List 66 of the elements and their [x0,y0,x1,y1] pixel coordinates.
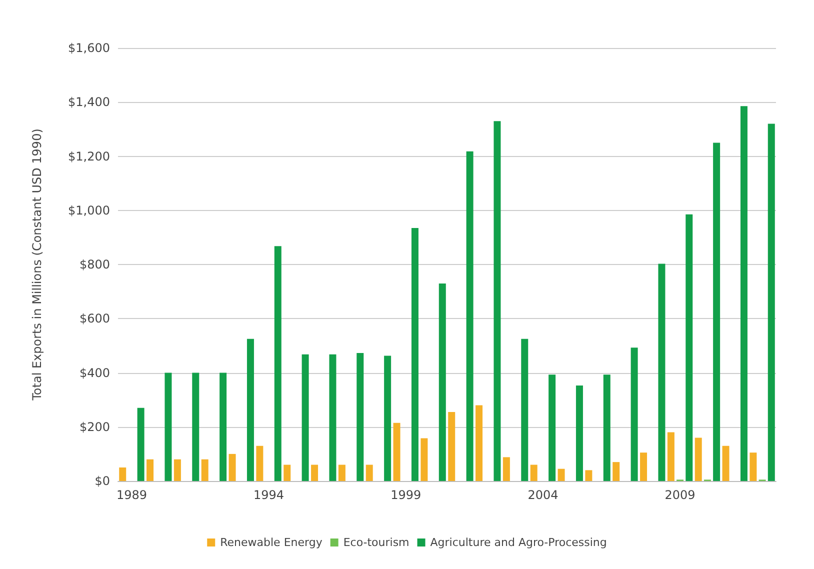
y-tick-label: $600 [79,312,110,326]
bar [228,454,236,481]
bar [220,372,227,481]
bar [284,464,291,481]
bar [530,464,538,481]
bar [658,264,666,481]
bar [585,470,592,481]
bar [366,464,373,481]
bar [502,457,510,481]
y-tick-label: $1,400 [68,95,110,110]
x-tick-label: 1994 [254,488,284,502]
bar [329,354,336,481]
bar [694,438,702,481]
bar [612,462,620,481]
bar [311,464,318,481]
bar [274,246,282,481]
y-tick-label: $0 [94,474,110,488]
bar [146,459,154,481]
y-tick-label: $400 [79,366,110,380]
bar [174,459,181,481]
bar [548,374,556,481]
y-tick-label: $200 [79,420,110,434]
legend-label: Eco-tourism [343,536,410,549]
y-tick-label: $1,600 [68,41,110,55]
y-axis-title: Total Exports in Millions (Constant USD 1990) [30,128,44,402]
bar [558,468,565,481]
bar [192,372,200,481]
bar [640,452,648,481]
bar [576,385,583,481]
y-tick-label: $1,200 [68,149,110,164]
bar [246,338,254,481]
bar [466,151,474,481]
bar [137,408,144,481]
bar [521,338,528,481]
bar [356,352,364,481]
bar [438,283,446,481]
legend-label: Agriculture and Agro-Processing [430,536,607,549]
bar [448,412,456,481]
bar [740,106,748,481]
bar [667,432,674,481]
x-tick-label: 2004 [528,488,558,502]
bar [119,467,126,481]
x-tick-label: 1999 [390,488,422,502]
bar [603,374,610,481]
legend-label: Renewable Energy [220,536,323,549]
y-tick-label: $1,000 [68,203,110,218]
bar [256,446,264,481]
bar [201,459,208,481]
bar [164,372,172,481]
bar [750,452,757,481]
bar [722,446,730,481]
bar [630,348,638,481]
bar [768,124,775,481]
bar [420,438,428,481]
bar [476,405,483,481]
bar [713,142,720,481]
x-tick-label: 2009 [664,488,696,502]
bar [302,354,309,481]
bar [686,214,693,481]
bar [338,464,346,481]
bar [384,356,392,481]
bar [494,121,501,481]
x-tick-label: 1989 [116,488,147,502]
bar [411,228,418,481]
bar [393,422,400,481]
y-tick-label: $800 [79,258,110,272]
